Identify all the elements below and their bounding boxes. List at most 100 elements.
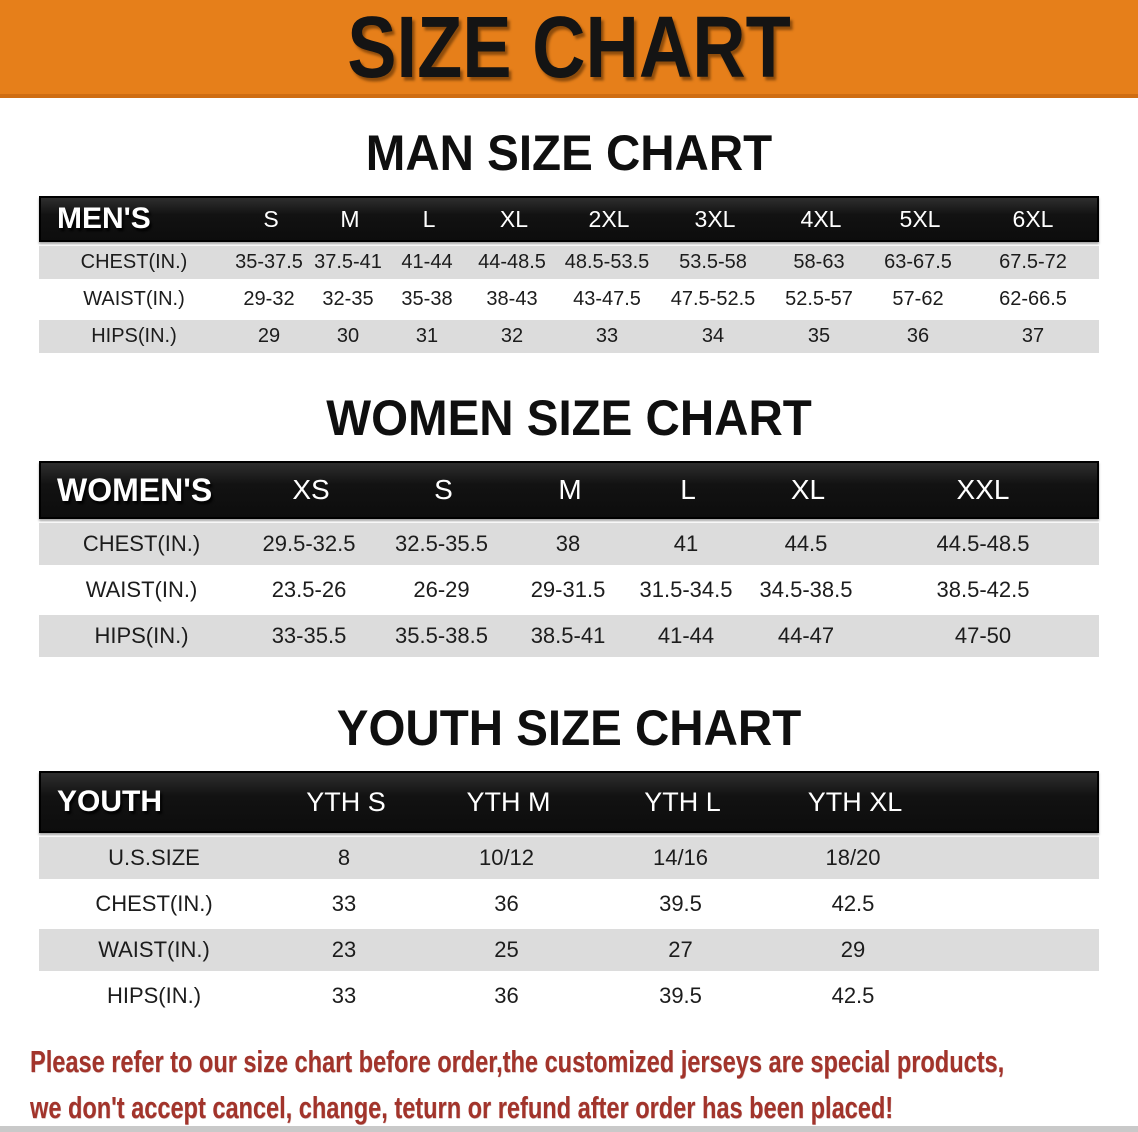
table-header-row: WOMEN'S XS S M L XL XXL bbox=[39, 461, 1099, 519]
row-label: CHEST(IN.) bbox=[80, 251, 188, 273]
measurement-cell: 29-32 bbox=[243, 288, 295, 310]
measurement-cell: 14/16 bbox=[652, 845, 709, 870]
measurement-cell: 18/20 bbox=[825, 845, 881, 870]
table-row: WAIST(IN.) 23 25 27 29 bbox=[39, 929, 1099, 971]
size-column-header: M bbox=[340, 205, 360, 232]
measurement-cell: 44-47 bbox=[777, 623, 835, 648]
row-label: WAIST(IN.) bbox=[83, 288, 185, 310]
section-women: WOMEN SIZE CHART WOMEN'S XS S M L XL XXL CHEST(… bbox=[0, 393, 1138, 657]
youth-section-heading: YOUTH SIZE CHART bbox=[336, 700, 802, 756]
size-column-header: XL bbox=[790, 474, 826, 505]
disclaimer-line-1: Please refer to our size chart before or… bbox=[30, 1044, 1005, 1079]
measurement-cell: 31.5-34.5 bbox=[639, 577, 733, 602]
section-men: MAN SIZE CHART MEN'S S M L XL 2XL 3XL 4XL 5XL 6XL… bbox=[0, 128, 1138, 353]
men-section-heading: MAN SIZE CHART bbox=[365, 125, 773, 181]
table-title-cell: WOMEN'S bbox=[57, 471, 213, 508]
table-row: CHEST(IN.) 35-37.5 37.5-41 41-44 44-48.5 48.5… bbox=[39, 246, 1099, 279]
measurement-cell: 34 bbox=[701, 325, 725, 347]
measurement-cell: 36 bbox=[494, 891, 519, 916]
size-column-header: 5XL bbox=[899, 205, 941, 232]
size-column-header: M bbox=[558, 474, 582, 505]
size-column-header: S bbox=[263, 205, 279, 232]
measurement-cell: 30 bbox=[336, 325, 360, 347]
measurement-cell: 38-43 bbox=[486, 288, 538, 310]
size-column-header: YTH S bbox=[306, 786, 386, 817]
measurement-cell: 48.5-53.5 bbox=[564, 251, 650, 273]
table-row: WAIST(IN.) 23.5-26 26-29 29-31.5 31.5-34.5 34… bbox=[39, 569, 1099, 611]
row-label: HIPS(IN.) bbox=[94, 623, 189, 648]
disclaimer: Please refer to our size chart before or… bbox=[0, 1039, 1138, 1131]
table-title-cell: YOUTH bbox=[57, 785, 162, 818]
row-label: CHEST(IN.) bbox=[82, 531, 201, 556]
measurement-cell: 42.5 bbox=[831, 891, 875, 916]
row-label: HIPS(IN.) bbox=[91, 325, 177, 347]
measurement-cell: 29-31.5 bbox=[530, 577, 606, 602]
table-row: WAIST(IN.) 29-32 32-35 35-38 38-43 43-47.5 47.… bbox=[39, 283, 1099, 316]
measurement-cell: 32.5-35.5 bbox=[395, 531, 488, 556]
table-row: HIPS(IN.) 29 30 31 32 33 34 35 36 37 bbox=[39, 320, 1099, 353]
measurement-cell: 36 bbox=[906, 325, 930, 347]
size-column-header: YTH M bbox=[466, 786, 551, 817]
row-label: U.S.SIZE bbox=[108, 845, 200, 870]
disclaimer-line-2: we don't accept cancel, change, teturn o… bbox=[30, 1090, 894, 1125]
measurement-cell: 42.5 bbox=[831, 983, 875, 1008]
table-body: U.S.SIZE 8 10/12 14/16 18/20 CHEST(IN.) 33 36 39… bbox=[39, 837, 1099, 1017]
table-header-row: YOUTH YTH S YTH M YTH L YTH XL bbox=[39, 771, 1099, 833]
measurement-cell: 8 bbox=[337, 845, 351, 870]
measurement-cell: 47.5-52.5 bbox=[670, 288, 756, 310]
measurement-cell: 62-66.5 bbox=[999, 288, 1067, 310]
measurement-cell: 41 bbox=[673, 531, 699, 556]
measurement-cell: 44-48.5 bbox=[478, 251, 546, 273]
size-column-header: XXL bbox=[956, 474, 1010, 505]
measurement-cell: 44.5 bbox=[784, 531, 828, 556]
bottom-strip bbox=[0, 1126, 1138, 1132]
measurement-cell: 53.5-58 bbox=[679, 251, 747, 273]
measurement-cell: 63-67.5 bbox=[884, 251, 952, 273]
measurement-cell: 33-35.5 bbox=[271, 623, 347, 648]
women-section-heading: WOMEN SIZE CHART bbox=[326, 390, 812, 446]
measurement-cell: 44.5-48.5 bbox=[936, 531, 1030, 556]
measurement-cell: 23 bbox=[331, 937, 357, 962]
row-label: WAIST(IN.) bbox=[85, 577, 198, 602]
measurement-cell: 27 bbox=[668, 937, 693, 962]
page-title: SIZE CHART bbox=[347, 0, 791, 96]
measurement-cell: 39.5 bbox=[659, 891, 702, 916]
measurement-cell: 38 bbox=[555, 531, 581, 556]
measurement-cell: 35-38 bbox=[401, 288, 453, 310]
measurement-cell: 29 bbox=[840, 937, 866, 962]
table-row: HIPS(IN.) 33 36 39.5 42.5 bbox=[39, 975, 1099, 1017]
section-youth: YOUTH SIZE CHART YOUTH YTH S YTH M YTH L YTH… bbox=[0, 703, 1138, 1017]
measurement-cell: 29 bbox=[257, 325, 281, 347]
table-body: CHEST(IN.) 35-37.5 37.5-41 41-44 44-48.5 48.5… bbox=[39, 246, 1099, 353]
measurement-cell: 33 bbox=[595, 325, 619, 347]
size-column-header: L bbox=[680, 474, 696, 505]
measurement-cell: 47-50 bbox=[954, 623, 1012, 648]
size-column-header: YTH L bbox=[644, 786, 721, 817]
measurement-cell: 32 bbox=[500, 325, 524, 347]
measurement-cell: 34.5-38.5 bbox=[759, 577, 853, 602]
size-column-header: L bbox=[422, 205, 436, 232]
table-header-row: MEN'S S M L XL 2XL 3XL 4XL 5XL 6XL bbox=[39, 196, 1099, 242]
measurement-cell: 35 bbox=[807, 325, 831, 347]
size-column-header: YTH XL bbox=[807, 786, 903, 817]
table-row: CHEST(IN.) 29.5-32.5 32.5-35.5 38 41 44.5 44.5… bbox=[39, 523, 1099, 565]
size-column-header: 6XL bbox=[1012, 205, 1054, 232]
measurement-cell: 35.5-38.5 bbox=[395, 623, 488, 648]
table-row: U.S.SIZE 8 10/12 14/16 18/20 bbox=[39, 837, 1099, 879]
size-column-header: XS bbox=[292, 474, 330, 505]
measurement-cell: 26-29 bbox=[413, 577, 470, 602]
measurement-cell: 35-37.5 bbox=[235, 251, 303, 273]
measurement-cell: 25 bbox=[494, 937, 519, 962]
row-label: CHEST(IN.) bbox=[95, 891, 213, 916]
measurement-cell: 38.5-42.5 bbox=[936, 577, 1030, 602]
measurement-cell: 43-47.5 bbox=[573, 288, 641, 310]
measurement-cell: 37 bbox=[1021, 325, 1045, 347]
measurement-cell: 23.5-26 bbox=[271, 577, 347, 602]
measurement-cell: 31 bbox=[415, 325, 439, 347]
youth-size-table: YOUTH YTH S YTH M YTH L YTH XL U.S.SIZE 8 10/12… bbox=[39, 771, 1099, 1017]
banner: SIZE CHART bbox=[0, 0, 1138, 98]
measurement-cell: 29.5-32.5 bbox=[262, 531, 356, 556]
measurement-cell: 10/12 bbox=[478, 845, 535, 870]
measurement-cell: 36 bbox=[494, 983, 519, 1008]
